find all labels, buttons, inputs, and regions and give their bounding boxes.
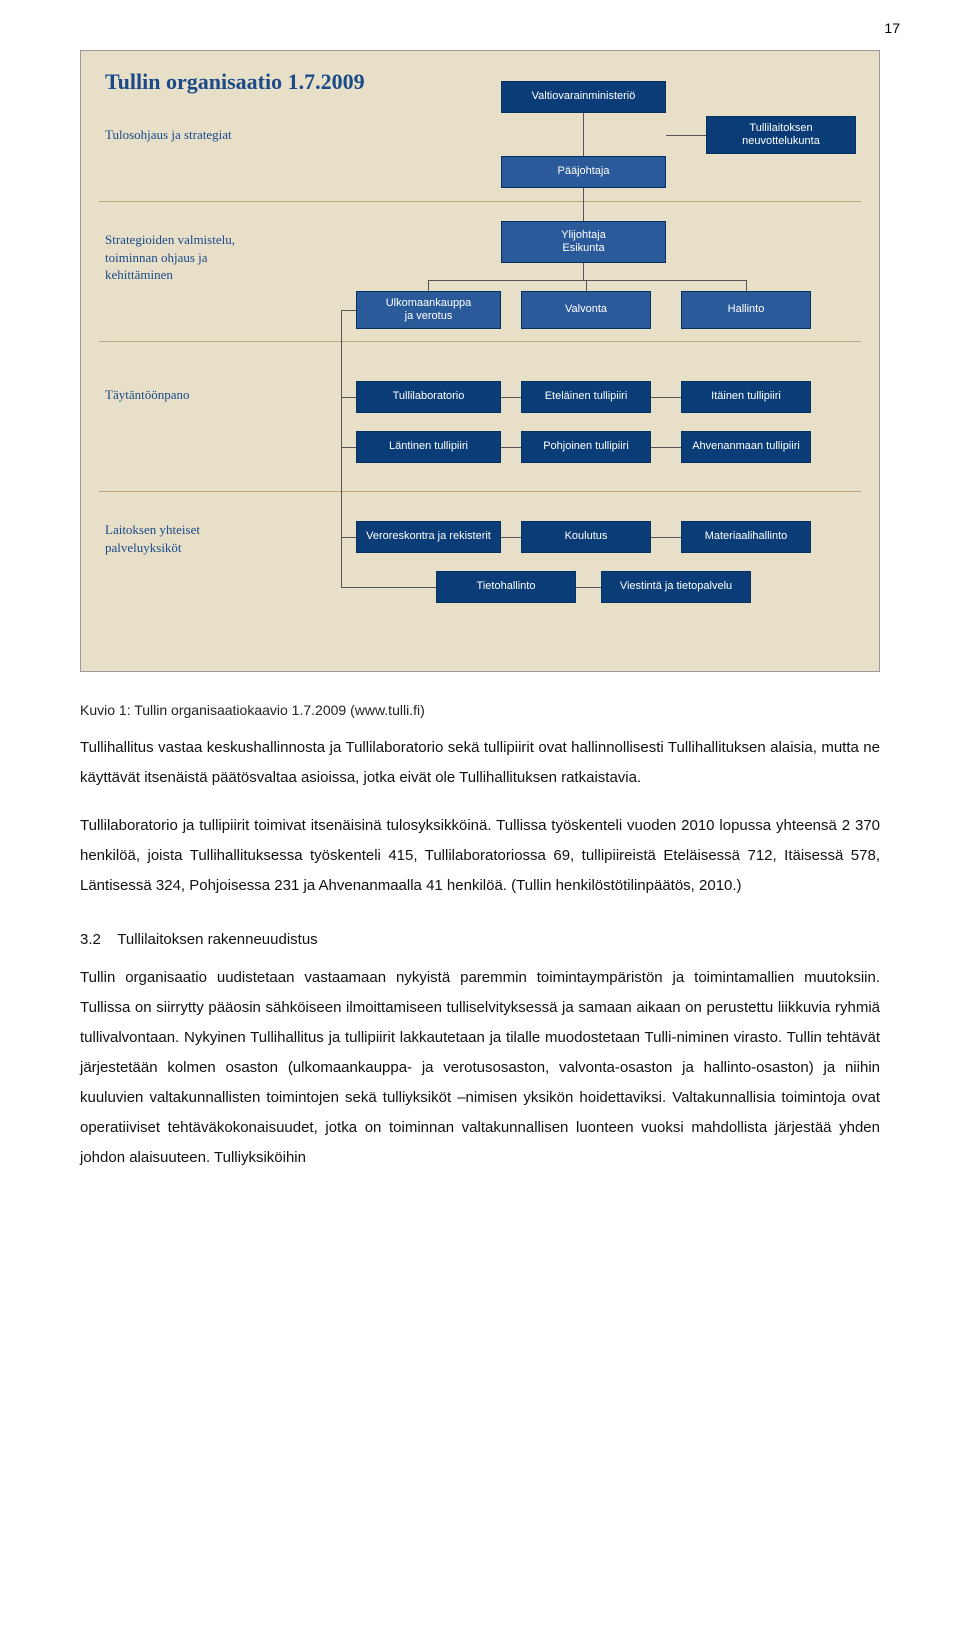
paragraph-1: Tullihallitus vastaa keskushallinnosta j… xyxy=(80,733,880,793)
org-node-deputy: Ylijohtaja Esikunta xyxy=(501,221,666,263)
org-node-it: Tietohallinto xyxy=(436,571,576,603)
org-chart-frame: Tullin organisaatio 1.7.2009 Tulosohjaus… xyxy=(80,50,880,672)
org-chart: Tullin organisaatio 1.7.2009 Tulosohjaus… xyxy=(81,51,879,671)
connector-line xyxy=(583,263,584,281)
org-node-west: Läntinen tullipiiri xyxy=(356,431,501,463)
connector-line xyxy=(341,587,436,588)
connector-line xyxy=(583,113,584,156)
org-node-lab: Tullilaboratorio xyxy=(356,381,501,413)
org-node-north: Pohjoinen tullipiiri xyxy=(521,431,651,463)
connector-line xyxy=(428,280,429,291)
org-node-aland: Ahvenanmaan tullipiiri xyxy=(681,431,811,463)
connector-line xyxy=(341,310,342,587)
connector-line xyxy=(746,280,747,291)
connector-line xyxy=(583,188,584,221)
org-node-training: Koulutus xyxy=(521,521,651,553)
connector-line xyxy=(341,537,356,538)
org-node-director: Pääjohtaja xyxy=(501,156,666,188)
row-label: Täytäntöönpano xyxy=(105,386,189,404)
section-heading: 3.2 Tullilaitoksen rakenneuudistus xyxy=(80,931,880,948)
connector-line xyxy=(651,447,681,448)
connector-line xyxy=(341,310,356,311)
row-label: Strategioiden valmistelu, toiminnan ohja… xyxy=(105,231,235,284)
row-label: Tulosohjaus ja strategiat xyxy=(105,126,232,144)
body-text-block-2: Tullin organisaatio uudistetaan vastaama… xyxy=(80,963,880,1173)
row-label: Laitoksen yhteiset palveluyksiköt xyxy=(105,521,200,556)
org-node-material: Materiaalihallinto xyxy=(681,521,811,553)
org-node-admin: Hallinto xyxy=(681,291,811,329)
org-node-control: Valvonta xyxy=(521,291,651,329)
section-number: 3.2 xyxy=(80,931,101,948)
connector-line xyxy=(651,537,681,538)
org-node-council: Tullilaitoksen neuvottelukunta xyxy=(706,116,856,154)
page-number: 17 xyxy=(884,20,900,36)
section-title: Tullilaitoksen rakenneuudistus xyxy=(117,931,317,948)
connector-line xyxy=(501,447,521,448)
connector-line xyxy=(586,280,587,291)
org-node-ministry: Valtiovarainministeriö xyxy=(501,81,666,113)
org-node-east: Itäinen tullipiiri xyxy=(681,381,811,413)
connector-line xyxy=(666,135,706,136)
org-node-taxreg: Veroreskontra ja rekisterit xyxy=(356,521,501,553)
paragraph-3: Tullin organisaatio uudistetaan vastaama… xyxy=(80,963,880,1173)
connector-line xyxy=(501,537,521,538)
body-text-block-1: Tullihallitus vastaa keskushallinnosta j… xyxy=(80,733,880,901)
figure-caption: Kuvio 1: Tullin organisaatiokaavio 1.7.2… xyxy=(80,702,880,718)
connector-line xyxy=(341,447,356,448)
connector-line xyxy=(576,587,601,588)
connector-line xyxy=(651,397,681,398)
chart-title: Tullin organisaatio 1.7.2009 xyxy=(105,69,365,95)
connector-line xyxy=(341,397,356,398)
org-node-trade: Ulkomaankauppa ja verotus xyxy=(356,291,501,329)
section-divider xyxy=(99,341,861,342)
org-node-south: Eteläinen tullipiiri xyxy=(521,381,651,413)
section-divider xyxy=(99,491,861,492)
connector-line xyxy=(428,280,746,281)
paragraph-2: Tullilaboratorio ja tullipiirit toimivat… xyxy=(80,811,880,901)
org-node-comms: Viestintä ja tietopalvelu xyxy=(601,571,751,603)
section-divider xyxy=(99,201,861,202)
connector-line xyxy=(501,397,521,398)
